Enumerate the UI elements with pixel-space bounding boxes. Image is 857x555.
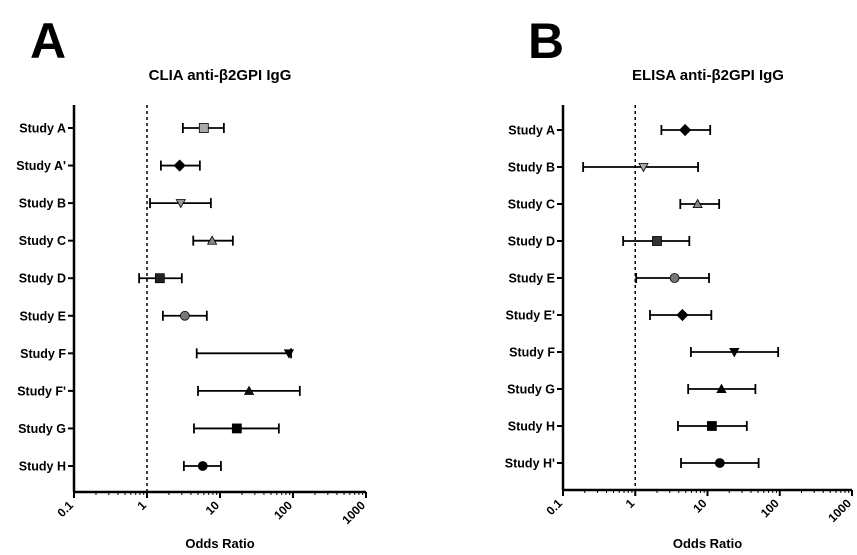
point-marker	[198, 123, 209, 133]
x-tick-label: 100	[271, 498, 295, 522]
x-tick-label: 0.1	[54, 498, 76, 520]
point-marker	[638, 162, 649, 173]
point-marker	[714, 458, 725, 468]
y-tick-label: Study G	[18, 422, 66, 436]
y-tick-label: Study B	[508, 161, 555, 175]
point-marker	[206, 235, 218, 245]
y-tick-label: Study A	[19, 122, 66, 136]
chart-title: ELISA anti-β2GPI IgG	[632, 67, 784, 84]
x-tick-label: 10	[203, 498, 223, 518]
y-tick-label: Study A'	[16, 159, 66, 173]
y-tick-label: Study D	[19, 272, 66, 286]
point-marker	[706, 421, 717, 431]
x-tick-label: 1	[623, 496, 638, 511]
panel-label: B	[528, 13, 564, 69]
y-tick-label: Study C	[508, 198, 555, 212]
x-tick-label: 10	[690, 496, 710, 516]
y-tick-label: Study E'	[505, 309, 555, 323]
point-marker	[231, 423, 242, 434]
y-tick-label: Study A	[508, 124, 555, 138]
y-tick-label: Study H	[19, 460, 66, 474]
x-tick-label: 1000	[825, 496, 854, 525]
point-marker	[716, 383, 727, 394]
point-marker	[173, 159, 186, 172]
y-tick-label: Study E	[508, 272, 555, 286]
y-tick-label: Study H'	[505, 457, 555, 471]
x-tick-label: 1	[134, 498, 149, 513]
point-marker	[669, 273, 680, 283]
x-tick-label: 100	[758, 496, 782, 520]
y-tick-label: Study E	[19, 309, 66, 323]
point-marker	[676, 308, 689, 322]
point-marker	[283, 349, 295, 359]
point-marker	[692, 198, 703, 209]
point-marker	[197, 461, 208, 471]
y-tick-label: Study F'	[17, 384, 66, 398]
chart-title: CLIA anti-β2GPI IgG	[149, 67, 292, 84]
point-marker	[175, 199, 186, 209]
y-tick-label: Study F	[509, 346, 555, 360]
x-tick-label: 0.1	[543, 496, 565, 518]
point-marker	[243, 385, 255, 395]
point-marker	[652, 236, 662, 246]
y-tick-label: Study C	[19, 234, 66, 248]
point-marker	[179, 310, 190, 321]
point-marker	[729, 347, 740, 358]
point-marker	[679, 123, 692, 137]
y-tick-label: Study B	[19, 197, 66, 211]
y-tick-label: Study F	[20, 347, 66, 361]
x-axis-label: Odds Ratio	[185, 536, 254, 551]
panel-label: A	[30, 13, 66, 69]
x-axis-label: Odds Ratio	[673, 536, 742, 551]
point-marker	[154, 273, 165, 284]
y-tick-label: Study H	[508, 420, 555, 434]
y-tick-label: Study D	[508, 235, 555, 249]
y-tick-label: Study G	[507, 383, 555, 397]
x-tick-label: 1000	[339, 498, 368, 527]
